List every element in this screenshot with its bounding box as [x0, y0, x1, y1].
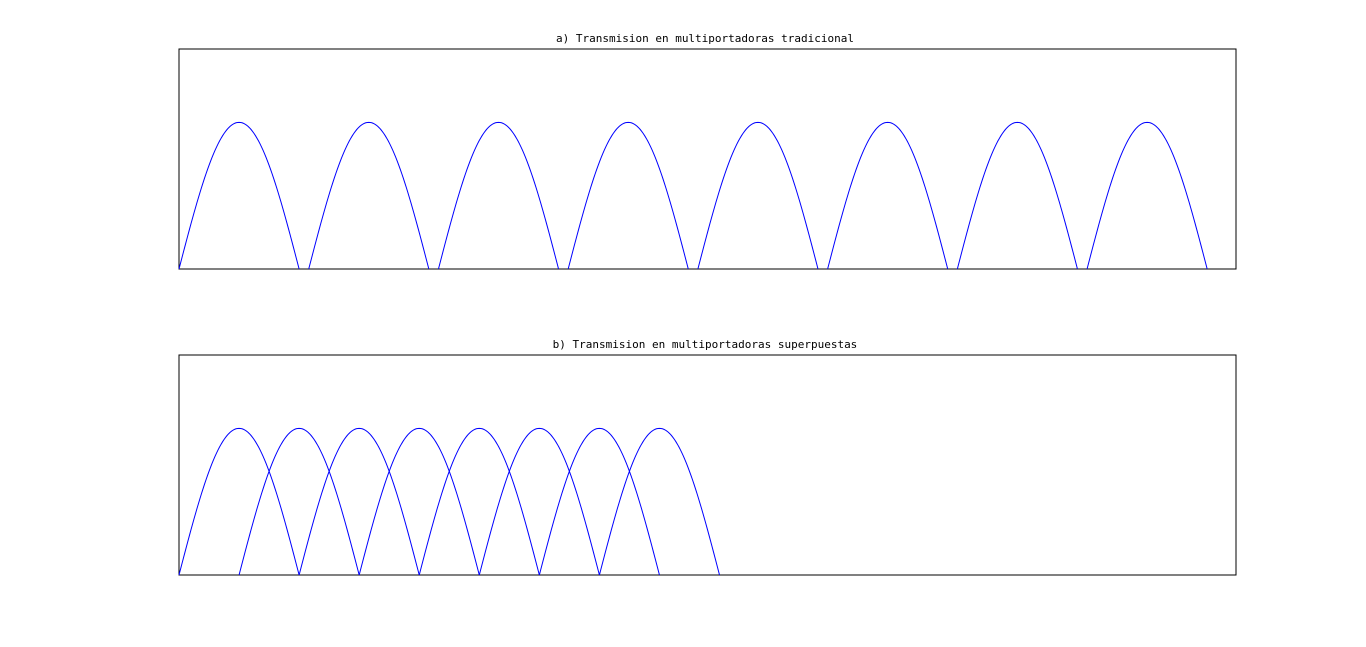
subplot-b: b) Transmision en multiportadoras superp…	[178, 338, 1237, 576]
carrier-a-3	[437, 121, 560, 270]
carrier-b-2	[238, 427, 360, 576]
subplot-a: a) Transmision en multiportadoras tradic…	[178, 32, 1237, 270]
carrier-b-5	[418, 427, 540, 576]
carrier-b-6	[478, 427, 600, 576]
carrier-a-2	[308, 121, 430, 270]
carrier-a-6	[827, 121, 949, 270]
carrier-a-5	[697, 121, 819, 270]
subplot-b-carriers	[178, 427, 720, 576]
carrier-a-8	[1086, 121, 1208, 270]
subplot-b-title: b) Transmision en multiportadoras superp…	[553, 338, 858, 351]
subplot-a-title: a) Transmision en multiportadoras tradic…	[556, 32, 854, 45]
carrier-a-1	[178, 121, 300, 270]
carrier-b-3	[298, 427, 420, 576]
subplot-b-axes	[178, 354, 1237, 576]
carrier-a-4	[567, 121, 689, 270]
carrier-b-8	[598, 427, 720, 576]
subplot-a-axes	[178, 48, 1237, 270]
carrier-a-7	[956, 121, 1078, 270]
carrier-b-4	[358, 427, 480, 576]
carrier-b-7	[538, 427, 660, 576]
carrier-b-1	[178, 427, 300, 576]
subplot-a-carriers	[178, 121, 1208, 270]
